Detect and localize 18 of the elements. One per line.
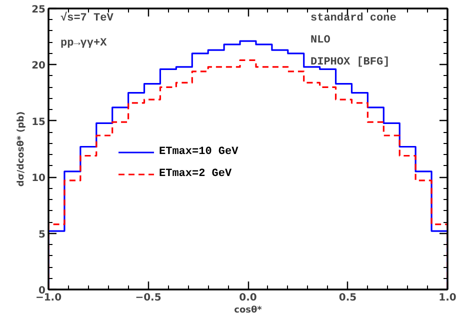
annotation: DIPHOX [BFG] bbox=[310, 56, 390, 68]
y-axis-title: dσ/dcosθ* (pb) bbox=[16, 111, 27, 187]
x-tick-label: −0.5 bbox=[135, 292, 162, 304]
annotation: NLO bbox=[310, 34, 331, 46]
annotation: standard cone bbox=[310, 12, 397, 24]
legend-label: ETmax=2 GeV bbox=[159, 168, 232, 180]
y-tick-label: 15 bbox=[32, 116, 46, 128]
annotation: √s=7 TeV bbox=[60, 12, 114, 24]
y-tick-label: 10 bbox=[32, 173, 46, 184]
y-tick-label: 20 bbox=[32, 60, 46, 72]
y-tick-label: 25 bbox=[32, 4, 46, 16]
y-tick-label: 5 bbox=[38, 229, 46, 240]
x-axis-title: cosθ* bbox=[234, 306, 262, 316]
x-tick-label: 1.0 bbox=[438, 292, 456, 304]
legend-label: ETmax=10 GeV bbox=[159, 146, 238, 158]
annotation: pp→γγ+X bbox=[60, 38, 108, 50]
x-tick-label: 0.0 bbox=[239, 292, 257, 304]
x-tick-label: 0.5 bbox=[338, 292, 357, 304]
